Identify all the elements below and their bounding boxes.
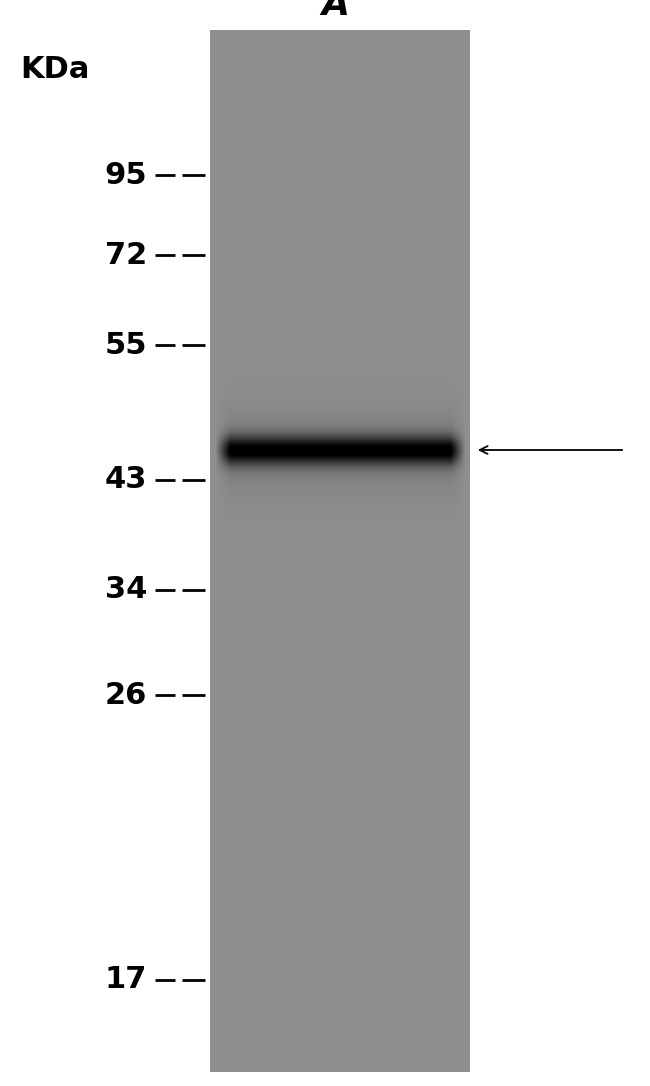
Text: 26: 26 xyxy=(105,681,147,709)
Text: 34: 34 xyxy=(105,576,147,605)
Text: 95: 95 xyxy=(105,161,147,189)
Text: 43: 43 xyxy=(105,466,147,494)
Text: 55: 55 xyxy=(105,330,147,359)
Text: KDa: KDa xyxy=(20,55,90,84)
Text: 17: 17 xyxy=(105,965,147,995)
Text: 72: 72 xyxy=(105,240,147,269)
Text: A: A xyxy=(321,0,349,22)
